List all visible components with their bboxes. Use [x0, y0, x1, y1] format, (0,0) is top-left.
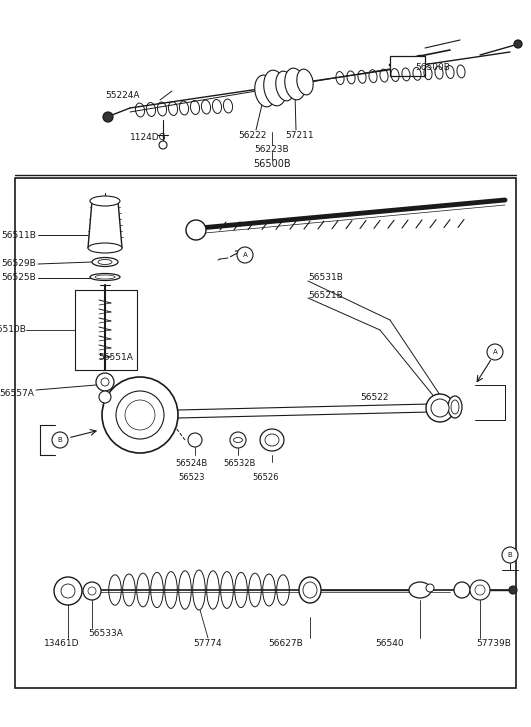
Bar: [75, 290, 137, 370]
Text: 56524B: 56524B: [176, 459, 208, 468]
Bar: [390, 56, 425, 76]
Text: 56500B: 56500B: [415, 63, 450, 71]
Circle shape: [159, 141, 167, 149]
Ellipse shape: [409, 582, 431, 598]
Text: B: B: [58, 437, 62, 443]
Ellipse shape: [299, 577, 321, 603]
Text: B: B: [508, 552, 512, 558]
Ellipse shape: [426, 394, 454, 422]
Circle shape: [88, 587, 96, 595]
Ellipse shape: [297, 69, 313, 95]
Ellipse shape: [88, 243, 122, 253]
Text: 56511B: 56511B: [1, 230, 36, 239]
Circle shape: [101, 378, 109, 386]
Text: 56529B: 56529B: [1, 260, 36, 268]
Circle shape: [470, 580, 490, 600]
Text: 57774: 57774: [194, 640, 222, 648]
Text: 56533A: 56533A: [89, 629, 123, 638]
Ellipse shape: [234, 438, 243, 443]
Text: 56510B: 56510B: [0, 326, 26, 334]
Ellipse shape: [276, 71, 294, 101]
Circle shape: [514, 40, 522, 48]
Ellipse shape: [451, 400, 459, 414]
Ellipse shape: [285, 68, 305, 100]
Text: 56522: 56522: [360, 393, 389, 403]
Text: A: A: [493, 349, 498, 355]
Circle shape: [102, 377, 178, 453]
Ellipse shape: [303, 582, 317, 598]
Ellipse shape: [448, 396, 462, 418]
Ellipse shape: [90, 273, 120, 281]
Circle shape: [103, 112, 113, 122]
Ellipse shape: [92, 257, 118, 267]
Ellipse shape: [95, 275, 115, 279]
Text: 56523: 56523: [179, 473, 205, 483]
Text: 56222: 56222: [238, 131, 266, 140]
Text: 13461D: 13461D: [44, 640, 80, 648]
Circle shape: [96, 373, 114, 391]
Circle shape: [83, 582, 101, 600]
Circle shape: [125, 400, 155, 430]
Ellipse shape: [264, 71, 286, 106]
Circle shape: [237, 247, 253, 263]
Circle shape: [502, 547, 518, 563]
Text: A: A: [243, 252, 247, 258]
Text: 1124DG: 1124DG: [130, 134, 166, 142]
Text: 56521B: 56521B: [308, 291, 342, 300]
Circle shape: [52, 432, 68, 448]
Text: 57739B: 57739B: [476, 640, 511, 648]
Text: 56532B: 56532B: [224, 459, 256, 468]
Text: 56525B: 56525B: [1, 273, 36, 283]
Ellipse shape: [265, 434, 279, 446]
Ellipse shape: [255, 75, 275, 107]
Ellipse shape: [431, 399, 449, 417]
Polygon shape: [88, 201, 122, 248]
Text: 56223B: 56223B: [255, 145, 289, 155]
Text: 56526: 56526: [253, 473, 279, 483]
Ellipse shape: [230, 432, 246, 448]
Text: 56531B: 56531B: [308, 273, 343, 283]
Text: 56500B: 56500B: [253, 159, 291, 169]
Ellipse shape: [260, 429, 284, 451]
Circle shape: [426, 584, 434, 592]
Text: 55224A: 55224A: [106, 92, 140, 100]
Circle shape: [487, 344, 503, 360]
Circle shape: [54, 577, 82, 605]
Text: 56557A: 56557A: [0, 388, 34, 398]
Circle shape: [116, 391, 164, 439]
Ellipse shape: [98, 260, 112, 265]
Circle shape: [99, 391, 111, 403]
Ellipse shape: [90, 196, 120, 206]
Circle shape: [509, 586, 517, 594]
Circle shape: [61, 584, 75, 598]
Circle shape: [186, 220, 206, 240]
Text: 56627B: 56627B: [269, 640, 303, 648]
Text: 57211: 57211: [286, 132, 314, 140]
Circle shape: [475, 585, 485, 595]
Text: 56551A: 56551A: [98, 353, 133, 361]
Circle shape: [188, 433, 202, 447]
Text: 56540: 56540: [376, 640, 404, 648]
Bar: [15, 178, 516, 688]
Ellipse shape: [454, 582, 470, 598]
